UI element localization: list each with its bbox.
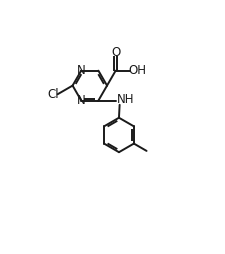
Text: NH: NH	[117, 93, 134, 106]
Text: O: O	[110, 45, 120, 59]
Text: Cl: Cl	[47, 88, 59, 101]
Text: N: N	[76, 64, 85, 77]
Text: N: N	[76, 94, 85, 107]
Text: OH: OH	[127, 64, 145, 77]
